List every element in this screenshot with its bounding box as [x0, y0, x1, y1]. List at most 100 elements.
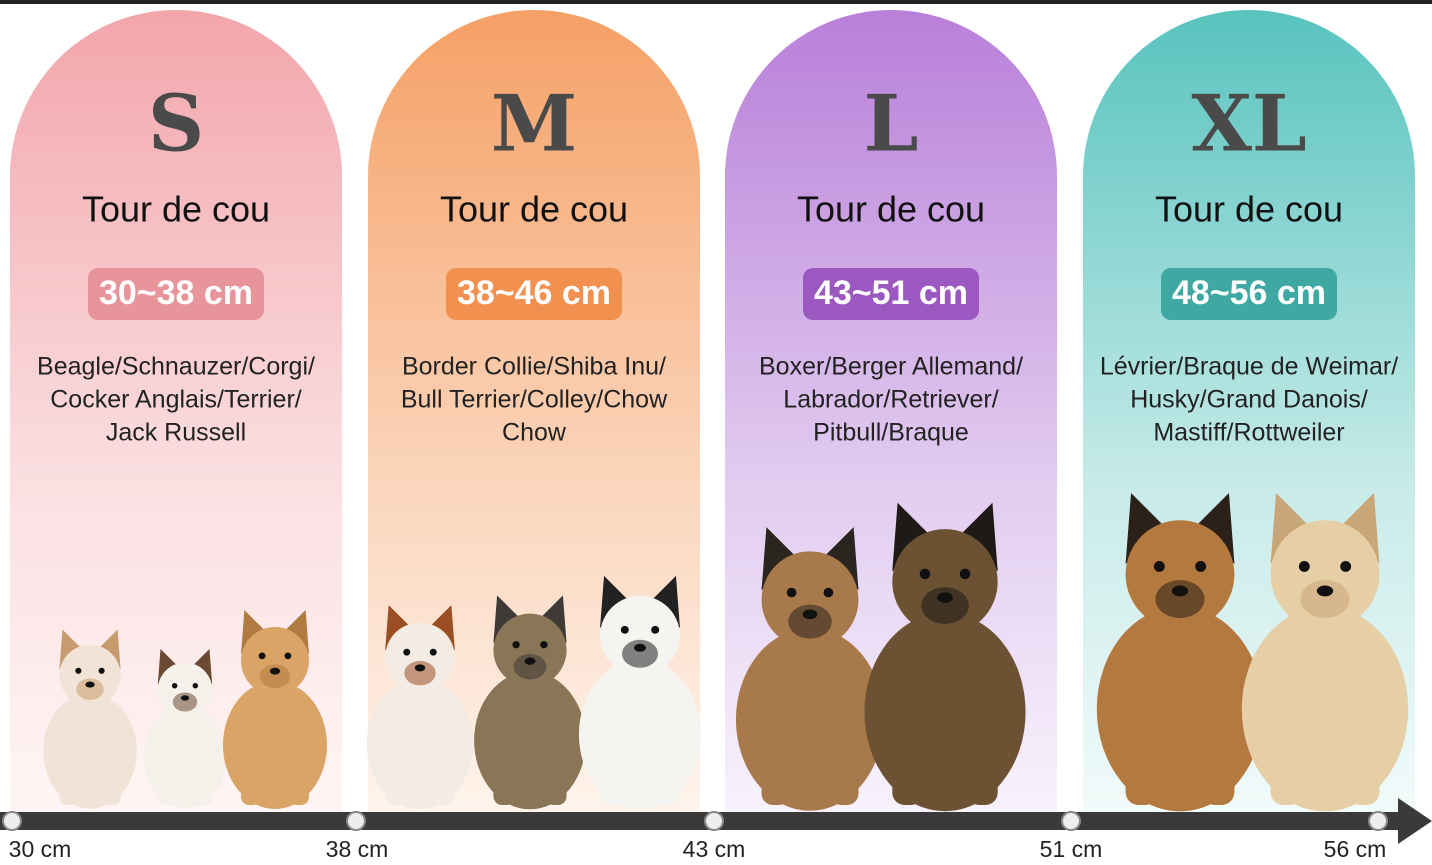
dog-muzzle: [1155, 580, 1205, 619]
dog-eye: [540, 641, 548, 649]
dog-eye: [959, 568, 971, 580]
scale-label: 38 cm: [326, 836, 389, 862]
size-card: M Tour de cou 38~46 cm Border Collie/Shiba …: [366, 10, 702, 812]
scale-label: 30 cm: [9, 836, 72, 862]
dog-nose: [414, 664, 426, 672]
size-card: L Tour de cou 43~51 cm Boxer/Berger Alleman…: [725, 10, 1057, 812]
range-pill: [446, 268, 622, 320]
dog-body: [223, 681, 327, 809]
dog-body: [1096, 606, 1264, 812]
dog-head: [59, 644, 121, 707]
dog-eye: [512, 641, 520, 649]
dog-head: [1270, 520, 1380, 629]
scale-tick: [1368, 811, 1388, 831]
dog-nose: [85, 681, 95, 688]
dog-leg: [434, 753, 455, 805]
dog-eye: [284, 652, 292, 660]
range-pill: [803, 268, 979, 320]
dog-nose: [802, 609, 818, 620]
size-card: S Tour de cou 30~38 cm Beagle/Schnauzer/Cor…: [10, 10, 342, 812]
dog-muzzle: [513, 653, 547, 680]
dog-nose: [269, 667, 281, 675]
dog-nose: [180, 695, 190, 701]
scale-tick: [1061, 811, 1081, 831]
dog-leg: [1347, 725, 1380, 805]
dog-leg: [289, 755, 309, 805]
dog-leg: [102, 760, 121, 805]
scale-label: 51 cm: [1040, 836, 1103, 862]
dog-muzzle: [404, 660, 436, 686]
dog-leg: [241, 755, 261, 805]
dog-nose: [1316, 585, 1334, 597]
dog-eye: [620, 625, 629, 634]
dog-body: [864, 612, 1026, 812]
dog-leg: [656, 746, 680, 805]
dog-muzzle: [622, 639, 658, 668]
dog-muzzle: [788, 604, 832, 639]
dog-eye: [651, 625, 660, 634]
breed-line: Cocker Anglais/Terrier/: [50, 386, 302, 414]
dog-muzzle: [76, 678, 104, 700]
dog-leg: [196, 765, 213, 805]
scale-tick: [704, 811, 724, 831]
dog-body: [366, 677, 474, 810]
dog-head: [385, 622, 455, 693]
dog-eye: [75, 667, 82, 674]
dog-leg: [59, 760, 78, 805]
breed-line: Jack Russell: [106, 419, 246, 447]
dog-head: [493, 613, 567, 687]
dog-eye: [1340, 561, 1352, 572]
size-card: XL Tour de cou 48~56 cm Lévrier/Braque de W…: [1083, 10, 1415, 812]
dog-eye: [403, 648, 411, 656]
dog-head: [1125, 520, 1235, 629]
dog-muzzle: [172, 692, 198, 712]
breed-line: Chow: [502, 419, 567, 447]
dog-leg: [829, 733, 859, 805]
dog-body: [143, 705, 227, 809]
range-pill: [88, 268, 264, 320]
dog-body: [43, 693, 137, 809]
dog-head: [761, 551, 859, 649]
dog-illustration: [43, 610, 327, 809]
dog-eye: [171, 683, 178, 689]
card-background: [10, 10, 342, 812]
dog-illustration: [366, 575, 702, 810]
dog-head: [600, 595, 680, 676]
dog-leg: [1270, 725, 1303, 805]
dog-body: [474, 671, 586, 810]
scale-bar: [0, 812, 1402, 830]
breed-line: Pitbull/Braque: [813, 419, 969, 447]
breed-line: Border Collie/Shiba Inu/: [402, 353, 666, 381]
dog-leg: [385, 753, 406, 805]
breed-line: Husky/Grand Danois/: [1130, 386, 1368, 414]
neck-range: 48~56 cm: [1172, 274, 1326, 312]
dog-nose: [937, 592, 953, 603]
dog-muzzle: [921, 587, 969, 624]
dog-leg: [157, 765, 174, 805]
dog-body: [578, 659, 702, 810]
dog-eye: [1298, 561, 1310, 572]
size-letter: S: [148, 79, 204, 170]
dog-leg: [1202, 725, 1235, 805]
top-bar: [0, 0, 1432, 4]
scale-label: 56 cm: [1324, 836, 1387, 862]
dog-leg: [1125, 725, 1158, 805]
dog-eye: [823, 587, 834, 598]
scale-arrow: [1398, 798, 1432, 844]
range-pill: [1161, 268, 1337, 320]
dog-head: [157, 662, 213, 717]
breed-line: Lévrier/Braque de Weimar/: [1100, 353, 1398, 381]
dog-eye: [1153, 561, 1165, 572]
dog-leg: [493, 751, 515, 805]
dog-nose: [1171, 585, 1189, 597]
dog-eye: [429, 648, 437, 656]
dog-eye: [786, 587, 797, 598]
breed-line: Mastiff/Rottweiler: [1153, 419, 1344, 447]
neck-label: Tour de cou: [440, 189, 628, 230]
dog-head: [892, 529, 998, 635]
neck-label: Tour de cou: [1155, 189, 1343, 230]
size-letter: M: [491, 79, 577, 170]
scale-label: 43 cm: [683, 836, 746, 862]
dog-eye: [1195, 561, 1207, 572]
